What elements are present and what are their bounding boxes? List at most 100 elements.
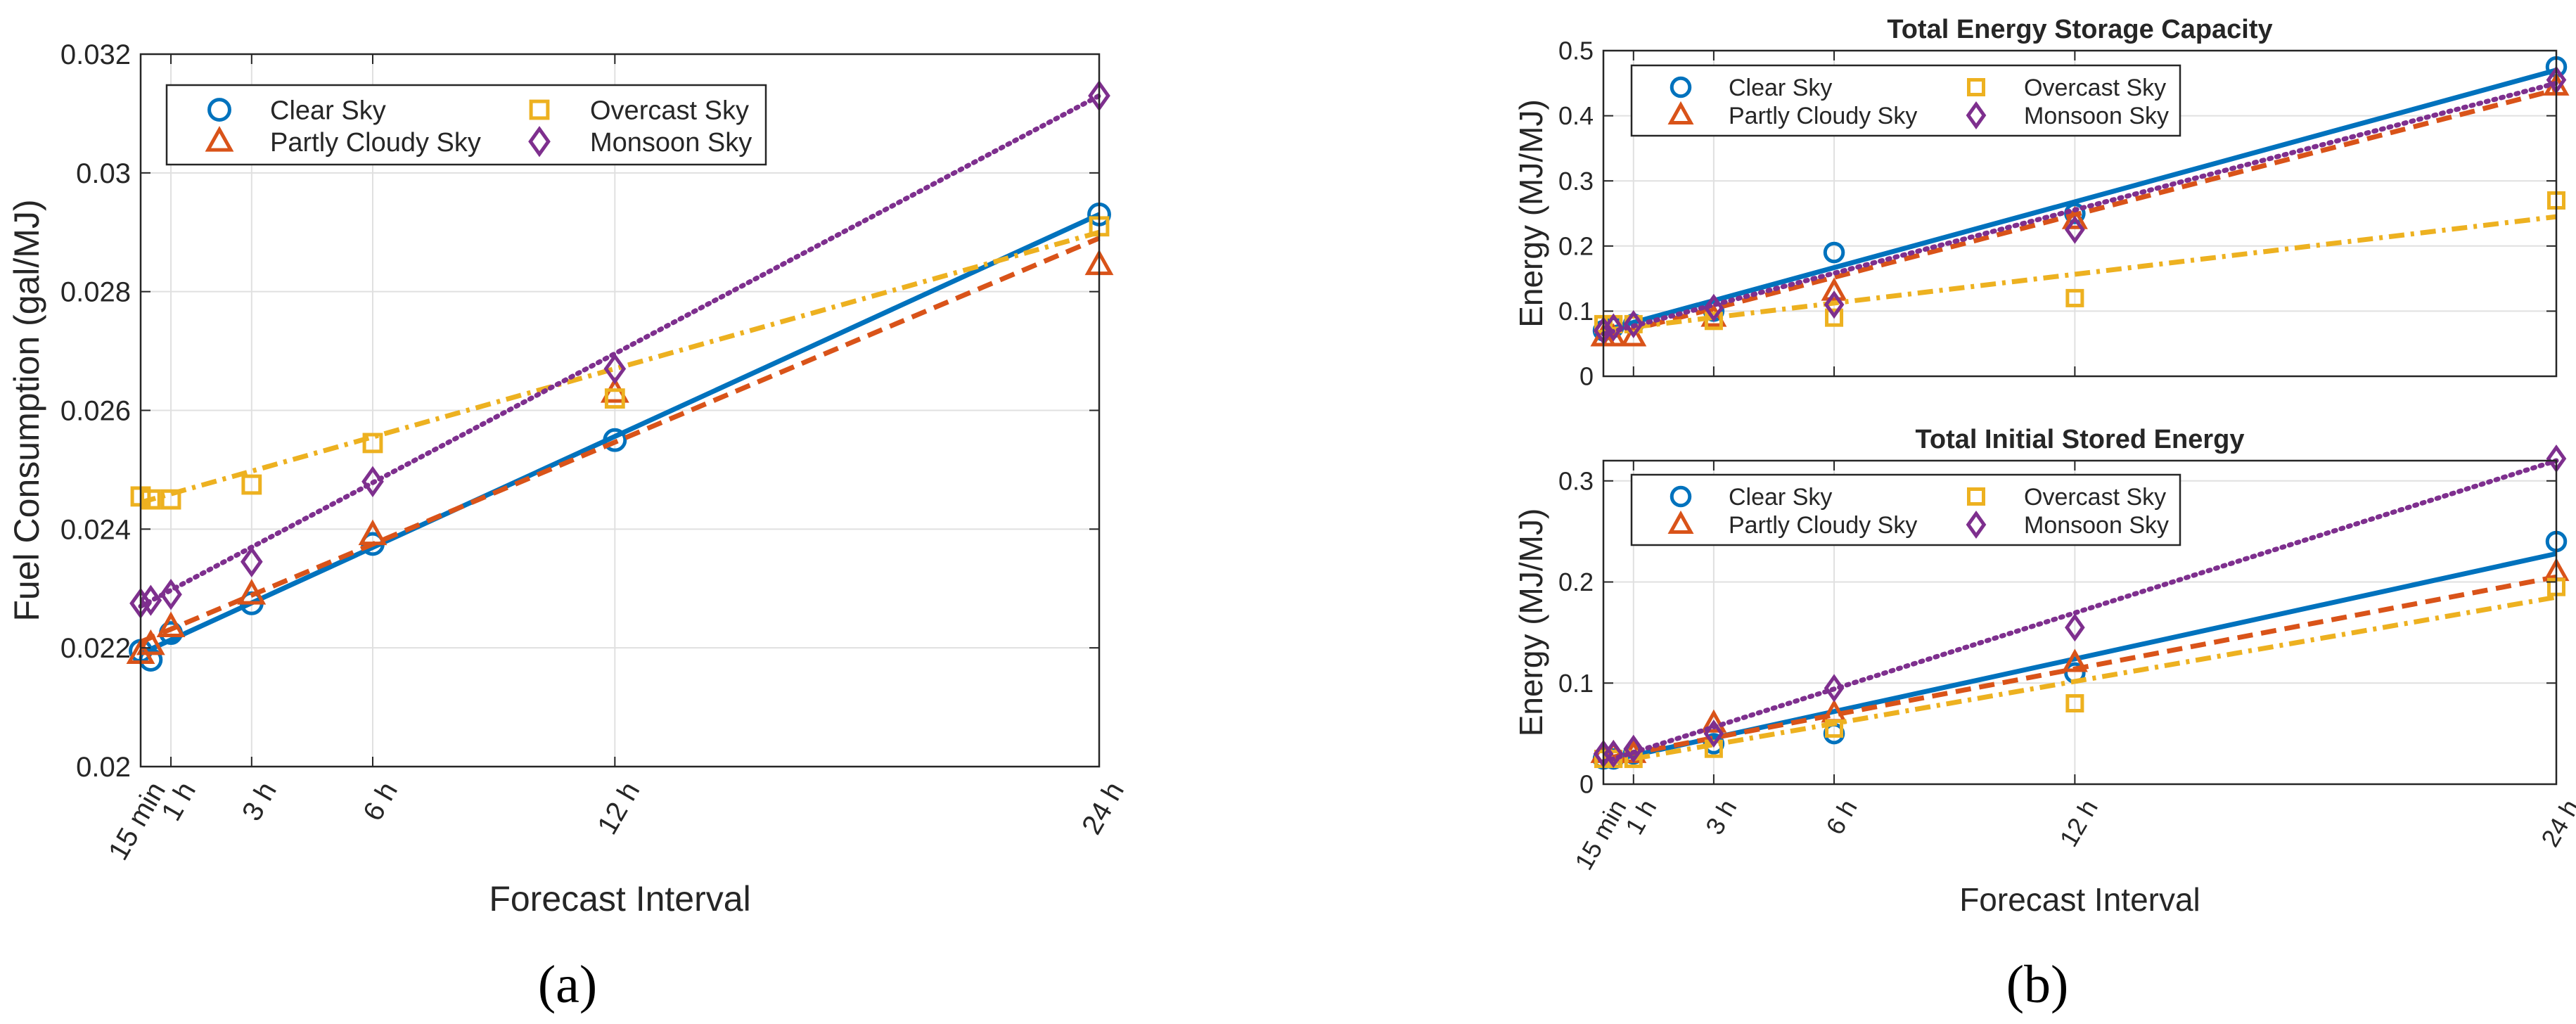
data-point-monsoon-sky	[1824, 290, 1845, 319]
legend-marker-clear-sky	[1670, 76, 1692, 98]
data-point-clear-sky	[1823, 241, 1845, 264]
series-monsoon-sky	[1593, 444, 2567, 768]
data-point-partly-cloudy-sky	[1620, 323, 1647, 347]
legend-label-monsoon-sky: Monsoon Sky	[590, 128, 752, 158]
panel-label-a: (a)	[538, 955, 597, 1014]
data-point-monsoon-sky	[2065, 613, 2085, 642]
legend-label-monsoon-sky: Monsoon Sky	[2024, 512, 2169, 539]
data-point-partly-cloudy-sky	[156, 611, 186, 638]
legend-entry-partly-cloudy-sky: Partly Cloudy Sky	[1667, 101, 1917, 129]
legend-label-clear-sky: Clear Sky	[1729, 75, 1832, 101]
y-axis-label: Energy (MJ/MJ)	[1513, 99, 1549, 328]
data-point-overcast-sky	[2065, 288, 2084, 307]
data-point-overcast-sky	[1825, 308, 1844, 327]
legend-label-partly-cloudy-sky: Partly Cloudy Sky	[1729, 512, 1917, 539]
x-tick-label: 24 h	[1076, 777, 1130, 840]
data-point-monsoon-sky	[1603, 313, 1624, 342]
x-tick-label: 1 h	[1620, 795, 1662, 840]
fit-line-partly-cloudy-sky	[139, 236, 1101, 644]
data-point-partly-cloudy-sky	[1821, 277, 1847, 301]
fit-line-monsoon-sky	[1601, 458, 2559, 764]
data-point-partly-cloudy-sky	[2061, 648, 2088, 672]
data-point-monsoon-sky	[1824, 674, 1845, 703]
data-point-partly-cloudy-sky	[237, 579, 267, 605]
fit-line-overcast-sky	[1603, 214, 2557, 333]
y-tick-label: 0.3	[1558, 466, 1594, 495]
y-tick-label: 0.02	[76, 752, 131, 783]
series-overcast-sky	[130, 216, 1110, 510]
y-tick-label: 0.024	[60, 514, 131, 545]
legend-entry-partly-cloudy-sky: Partly Cloudy Sky	[205, 126, 481, 158]
fit-line-overcast-sky	[140, 229, 1100, 505]
data-point-overcast-sky	[362, 433, 383, 454]
legend-entry-overcast-sky: Overcast Sky	[529, 96, 749, 126]
data-point-partly-cloudy-sky	[1700, 709, 1727, 733]
data-point-monsoon-sky	[1703, 719, 1724, 748]
legend-marker-partly-cloudy-sky	[1667, 101, 1694, 124]
data-point-partly-cloudy-sky	[136, 629, 165, 655]
y-axis-label: Energy (MJ/MJ)	[1513, 508, 1549, 737]
legend-label-overcast-sky: Overcast Sky	[2024, 484, 2166, 511]
data-point-monsoon-sky	[1703, 293, 1724, 322]
legend-box	[165, 84, 767, 166]
data-point-clear-sky	[603, 428, 627, 452]
data-point-overcast-sky	[604, 388, 625, 409]
y-tick-label: 0	[1579, 362, 1594, 391]
legend-entry-clear-sky: Clear Sky	[1670, 75, 1832, 101]
legend-label-overcast-sky: Overcast Sky	[590, 96, 749, 126]
chart-title: Total Initial Stored Energy	[1915, 425, 2244, 454]
legend-label-overcast-sky: Overcast Sky	[2024, 75, 2166, 101]
x-tick-label: 3 h	[236, 777, 283, 826]
legend-entry-overcast-sky: Overcast Sky	[1967, 484, 2166, 511]
legend-entry-clear-sky: Clear Sky	[1670, 484, 1832, 511]
x-tick-label: 24 h	[2535, 795, 2576, 852]
y-tick-label: 0.4	[1558, 101, 1594, 130]
legend-entry-monsoon-sky: Monsoon Sky	[1966, 510, 2169, 539]
axes-box	[1602, 49, 2558, 378]
legend-label-monsoon-sky: Monsoon Sky	[2024, 103, 2169, 129]
legend-label-clear-sky: Clear Sky	[1729, 484, 1832, 511]
chart-b-top: 0 0.1 0.2 0.3 0.4 0.5 Energy (MJ/MJ) Total Ener…	[1513, 15, 2570, 391]
legend-marker-monsoon-sky	[1966, 510, 1987, 539]
legend-marker-overcast-sky	[1967, 487, 1985, 506]
data-point-partly-cloudy-sky	[2061, 205, 2088, 229]
fit-line-monsoon-sky	[1601, 80, 2559, 337]
fit-line-overcast-sky	[1603, 594, 2557, 767]
legend-marker-monsoon-sky	[528, 126, 551, 158]
y-tick-label: 0.3	[1558, 167, 1594, 196]
data-point-overcast-sky	[140, 489, 161, 510]
x-tick-label: 12 h	[2053, 795, 2103, 852]
y-tick-label: 0.032	[60, 39, 131, 70]
legend-entry-clear-sky: Clear Sky	[207, 96, 386, 126]
data-point-monsoon-sky	[361, 466, 384, 497]
data-point-monsoon-sky	[2065, 215, 2085, 244]
data-point-overcast-sky	[1704, 739, 1723, 758]
y-tick-label: 0.1	[1558, 669, 1594, 698]
y-tick-label: 0.028	[60, 277, 131, 308]
legend-marker-overcast-sky	[1967, 78, 1985, 96]
data-point-monsoon-sky	[1623, 309, 1644, 338]
chart-title: Total Energy Storage Capacity	[1887, 15, 2272, 44]
legend-label-partly-cloudy-sky: Partly Cloudy Sky	[1729, 103, 1917, 129]
data-point-partly-cloudy-sky	[358, 519, 387, 546]
x-tick-label: 15 min	[1569, 795, 1632, 875]
data-point-monsoon-sky	[1623, 734, 1644, 763]
fit-line-monsoon-sky	[138, 93, 1102, 609]
legend-entry-overcast-sky: Overcast Sky	[1967, 75, 2166, 101]
legend-label-clear-sky: Clear Sky	[270, 96, 386, 126]
x-tick-label: 15 min	[103, 777, 172, 866]
legend-entry-monsoon-sky: Monsoon Sky	[1966, 101, 2169, 129]
x-axis-label: Forecast Interval	[1959, 881, 2200, 918]
fit-line-clear-sky	[139, 212, 1101, 656]
legend-marker-clear-sky	[207, 98, 231, 122]
legend-label-partly-cloudy-sky: Partly Cloudy Sky	[270, 128, 481, 158]
legend-box	[1630, 64, 2181, 137]
data-point-monsoon-sky	[139, 584, 162, 616]
data-point-overcast-sky	[1704, 312, 1723, 331]
axes-box	[1602, 459, 2558, 786]
legend-marker-partly-cloudy-sky	[205, 126, 234, 152]
